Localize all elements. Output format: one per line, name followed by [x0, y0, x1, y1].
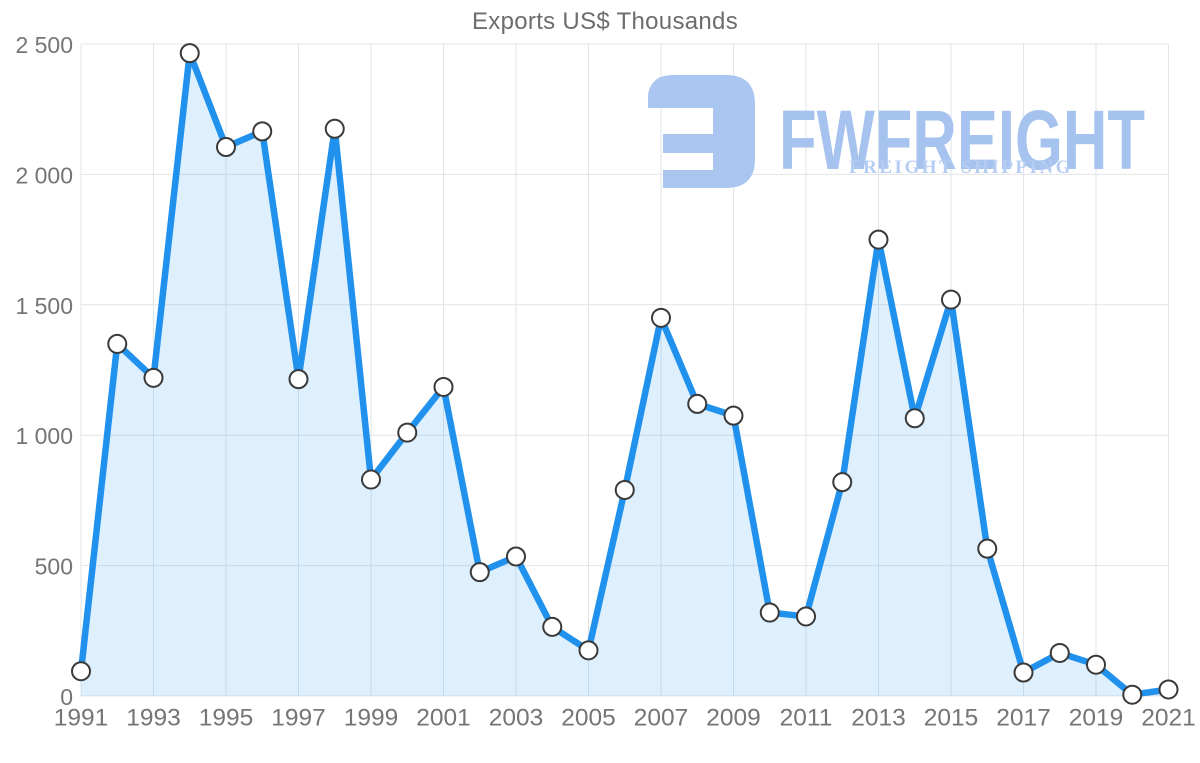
y-tick-label: 500	[35, 554, 73, 580]
data-point-1996[interactable]	[252, 121, 273, 142]
data-point-2008[interactable]	[687, 393, 708, 414]
data-point-1994[interactable]	[179, 43, 200, 64]
data-point-2021[interactable]	[1158, 679, 1179, 700]
data-point-1993[interactable]	[143, 367, 164, 388]
data-point-2000[interactable]	[397, 422, 418, 443]
data-point-1997[interactable]	[288, 369, 309, 390]
x-tick-label: 2019	[1069, 705, 1124, 732]
series-area-fill	[81, 53, 1169, 697]
data-point-2006[interactable]	[614, 479, 635, 500]
x-tick-label: 1997	[271, 705, 326, 732]
x-tick-label: 2013	[851, 705, 906, 732]
data-point-2001[interactable]	[433, 376, 454, 397]
data-point-1999[interactable]	[361, 469, 381, 490]
data-point-2011[interactable]	[796, 606, 816, 627]
data-point-1992[interactable]	[107, 333, 128, 354]
data-point-1998[interactable]	[324, 118, 345, 139]
data-point-2005[interactable]	[578, 640, 599, 661]
x-tick-label: 2009	[706, 705, 761, 732]
x-tick-label: 1991	[54, 705, 109, 732]
data-point-2007[interactable]	[651, 307, 671, 328]
data-point-1991[interactable]	[71, 661, 91, 682]
data-point-2012[interactable]	[832, 472, 853, 493]
x-tick-label: 1995	[199, 705, 254, 732]
x-tick-label: 2001	[416, 705, 471, 732]
x-tick-label: 2005	[561, 705, 616, 732]
x-tick-label: 1999	[344, 705, 399, 732]
data-point-2013[interactable]	[868, 229, 889, 250]
data-point-2017[interactable]	[1013, 662, 1034, 683]
data-point-2020[interactable]	[1122, 684, 1143, 705]
y-tick-label: 0	[60, 684, 73, 710]
data-point-2015[interactable]	[941, 289, 961, 310]
y-tick-label: 2 000	[15, 162, 73, 188]
y-tick-label: 1 000	[15, 423, 73, 449]
data-point-2014[interactable]	[904, 408, 925, 429]
data-point-2018[interactable]	[1049, 642, 1070, 663]
y-tick-label: 1 500	[15, 293, 73, 319]
y-tick-label: 2 500	[15, 32, 73, 58]
data-point-2016[interactable]	[977, 538, 998, 559]
data-point-1995[interactable]	[216, 137, 236, 158]
data-point-2002[interactable]	[469, 562, 490, 583]
chart-title: Exports US$ Thousands	[472, 8, 738, 35]
data-point-2010[interactable]	[759, 602, 780, 623]
x-tick-label: 2007	[634, 705, 689, 732]
x-tick-label: 2015	[924, 705, 979, 732]
x-tick-label: 2021	[1141, 705, 1196, 732]
data-point-2003[interactable]	[506, 546, 526, 567]
x-tick-label: 2003	[489, 705, 544, 732]
data-point-2004[interactable]	[542, 616, 563, 637]
data-point-2019[interactable]	[1086, 654, 1106, 675]
x-tick-label: 1993	[126, 705, 181, 732]
x-tick-label: 2011	[780, 705, 833, 732]
x-tick-label: 2017	[996, 705, 1051, 732]
data-point-2009[interactable]	[723, 405, 744, 426]
